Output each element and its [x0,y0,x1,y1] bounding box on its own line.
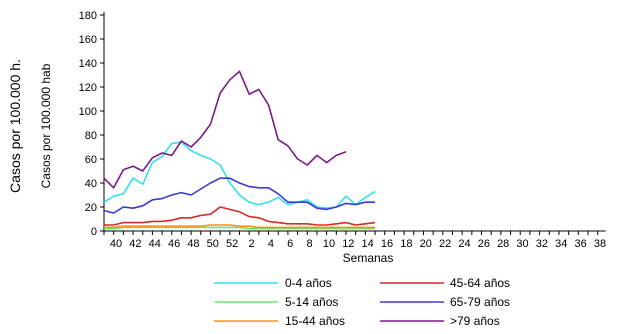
x-tick-label: 4 [268,238,274,250]
y-tick-label: 0 [91,226,97,238]
y-tick-label: 80 [85,130,97,142]
x-tick-label: 24 [458,238,470,250]
series-line [104,206,376,226]
series-line [104,224,376,229]
x-tick-label: 40 [110,238,122,250]
x-tick-label: 42 [129,238,141,250]
series-line [104,226,376,230]
x-tick-label: 12 [342,238,354,250]
legend-label: 45-64 años [450,276,510,290]
legend-label: 5-14 años [285,295,338,309]
legend-label: 15-44 años [285,314,345,328]
x-tick-label: 32 [536,238,548,250]
y-tick-label: 180 [79,10,97,22]
legend-label: >79 años [450,314,500,328]
x-tick-label: 10 [323,238,335,250]
x-tick-label: 46 [168,238,180,250]
series-line [103,141,376,209]
y-tick-label: 160 [79,34,97,46]
y-axis-title: Casos por 100.000 h. [7,59,23,193]
legend-label: 0-4 años [285,276,332,290]
series-line [103,177,376,214]
x-tick-label: 6 [287,238,293,250]
x-tick-label: 36 [575,238,587,250]
y-tick-label: 20 [85,202,97,214]
y-tick-label: 40 [85,178,97,190]
x-tick-label: 48 [187,238,199,250]
x-tick-label: 14 [362,238,374,250]
y-tick-label: 140 [79,58,97,70]
x-tick-label: 20 [420,238,432,250]
x-tick-label: 26 [478,238,490,250]
series-line [103,70,347,189]
x-tick-label: 34 [555,238,567,250]
y-tick-label: 100 [79,106,97,118]
y-tick-label: 60 [85,154,97,166]
y-axis: 0 20 40 60 80 100 120 140 160 180 [79,10,105,238]
x-tick-label: 2 [248,238,254,250]
x-axis-title: Semanas [343,251,394,265]
x-tick-label: 52 [226,238,238,250]
legend: 0-4 años 45-64 años 5-14 años 65-79 años 15-… [214,276,510,328]
x-axis: 40 42 44 46 48 50 52 2 4 6 8 10 12 14 16 18 20 22 24 26 28 30… [103,230,606,250]
y-tick-label: 120 [79,82,97,94]
x-tick-label: 22 [439,238,451,250]
x-tick-label: 28 [497,238,509,250]
legend-label: 65-79 años [450,295,510,309]
x-tick-label: 38 [594,238,606,250]
plot-area [103,70,376,230]
x-tick-label: 44 [149,238,161,250]
x-tick-label: 16 [381,238,393,250]
x-tick-label: 18 [400,238,412,250]
x-tick-label: 8 [307,238,313,250]
x-tick-label: 50 [207,238,219,250]
y-axis-subtitle: Casos por 100.000 hab [39,63,53,188]
x-tick-label: 30 [516,238,528,250]
